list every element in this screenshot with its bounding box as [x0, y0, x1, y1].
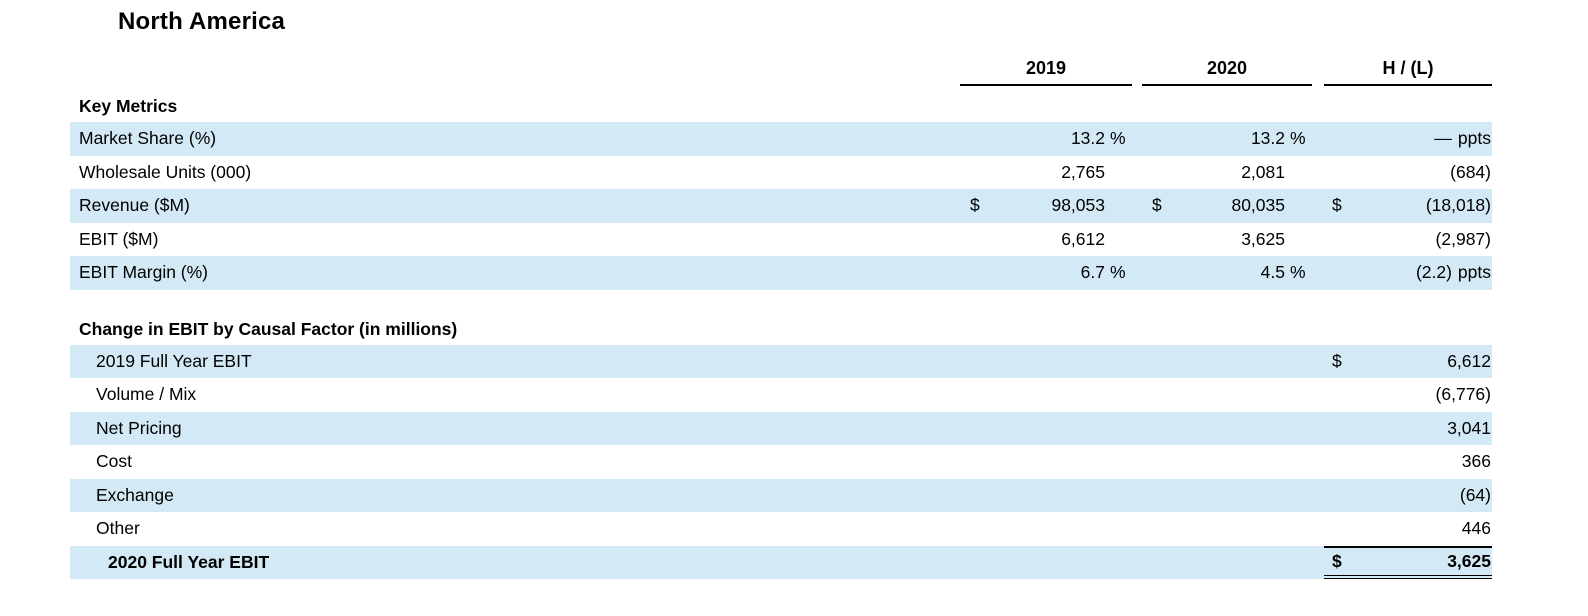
row-label: Exchange — [96, 484, 174, 505]
north-america-table: 2019 2020 H / (L) Key Metrics Market Sha… — [70, 50, 1492, 579]
cell-value: (64) — [1459, 484, 1491, 505]
cell-value: 6,612 — [1061, 228, 1105, 249]
cell-value: 4.5 — [1260, 262, 1285, 283]
row-label: EBIT ($M) — [79, 228, 159, 249]
cell-value: (6,776) — [1435, 384, 1491, 405]
cell-value: 98,053 — [1051, 195, 1105, 216]
cell-value: 366 — [1461, 451, 1491, 472]
page-title: North America — [118, 8, 286, 35]
cell-value: 80,035 — [1231, 195, 1285, 216]
row-label: Revenue ($M) — [79, 195, 190, 216]
cell-value: — — [1434, 128, 1452, 149]
row-label: Volume / Mix — [96, 384, 197, 405]
table-row-2020-full-year-ebit-total: 2020 Full Year EBIT $ 3,625 — [70, 545, 1492, 579]
cell-2020: 3,625 — [1142, 223, 1312, 257]
table-row-exchange: Exchange (64) — [70, 478, 1492, 513]
cell-2020: $ 80,035 — [1142, 189, 1312, 223]
cell-2019: 13.2 % — [960, 122, 1132, 156]
section-title-label: Change in EBIT by Causal Factor (in mill… — [79, 318, 458, 339]
table-row-market-share: Market Share (%) 13.2 % 13.2 % — ppts — [70, 122, 1492, 156]
row-label: 2019 Full Year EBIT — [96, 350, 252, 371]
cell-value: (2,987) — [1435, 228, 1491, 249]
cell-2019: 6.7 % — [960, 256, 1132, 290]
table-row-ebit-margin: EBIT Margin (%) 6.7 % 4.5 % (2.2) ppts — [70, 256, 1492, 290]
cell-h-l: — ppts — [1324, 122, 1492, 156]
cell-value: 3,041 — [1447, 417, 1491, 438]
cell-h-l: 446 — [1324, 512, 1492, 546]
cell-value: 2,081 — [1241, 161, 1285, 182]
cell-value: (18,018) — [1425, 195, 1491, 216]
cell-h-l: $ 6,612 — [1324, 345, 1492, 379]
cell-value: 3,625 — [1241, 228, 1285, 249]
cell-suffix: ppts — [1457, 262, 1491, 283]
section-title-label: Key Metrics — [79, 96, 178, 116]
table-row-volume-mix: Volume / Mix (6,776) — [70, 378, 1492, 412]
table-row-net-pricing: Net Pricing 3,041 — [70, 411, 1492, 446]
cell-2020: 13.2 % — [1142, 122, 1312, 156]
table-row-ebit: EBIT ($M) 6,612 3,625 (2,987) — [70, 223, 1492, 257]
row-label: Market Share (%) — [79, 128, 217, 149]
table-row-other: Other 446 — [70, 512, 1492, 546]
section-gap — [70, 290, 1492, 314]
table-row-cost: Cost 366 — [70, 445, 1492, 479]
cell-2020: 4.5 % — [1142, 256, 1312, 290]
cell-h-l: 366 — [1324, 445, 1492, 479]
section-title-causal-factor: Change in EBIT by Causal Factor (in mill… — [70, 314, 1492, 345]
column-header-h-l: H / (L) — [1324, 58, 1492, 86]
table-row-wholesale-units: Wholesale Units (000) 2,765 2,081 (684) — [70, 156, 1492, 190]
currency-symbol: $ — [1332, 550, 1342, 571]
cell-value: 6,612 — [1447, 350, 1491, 371]
row-label: Wholesale Units (000) — [79, 161, 252, 182]
cell-value: 3,625 — [1447, 550, 1491, 571]
cell-value: (684) — [1450, 161, 1491, 182]
cell-suffix: % — [1290, 262, 1306, 283]
cell-2019: 2,765 — [960, 156, 1132, 190]
column-header-2020: 2020 — [1142, 58, 1312, 86]
cell-h-l: 3,041 — [1324, 412, 1492, 446]
cell-h-l: (2.2) ppts — [1324, 256, 1492, 290]
cell-suffix: % — [1110, 262, 1126, 283]
section-title-key-metrics: Key Metrics — [70, 91, 1492, 122]
table-row-2019-full-year-ebit: 2019 Full Year EBIT $ 6,612 — [70, 344, 1492, 379]
currency-symbol: $ — [1332, 350, 1342, 371]
row-label: EBIT Margin (%) — [79, 262, 209, 283]
column-header-2019: 2019 — [960, 58, 1132, 86]
cell-value: 2,765 — [1061, 161, 1105, 182]
cell-2020: 2,081 — [1142, 156, 1312, 190]
cell-h-l: (2,987) — [1324, 223, 1492, 257]
cell-value: (2.2) — [1415, 262, 1452, 283]
cell-2019: 6,612 — [960, 223, 1132, 257]
table-row-revenue: Revenue ($M) $ 98,053 $ 80,035 $ (18,018… — [70, 189, 1492, 223]
row-label: Net Pricing — [96, 417, 182, 438]
cell-value: 6.7 — [1080, 262, 1105, 283]
cell-2019: $ 98,053 — [960, 189, 1132, 223]
currency-symbol: $ — [1152, 195, 1162, 216]
cell-value: 13.2 — [1250, 128, 1285, 149]
cell-value: 446 — [1461, 518, 1491, 539]
cell-suffix: % — [1290, 128, 1306, 149]
cell-h-l: $ (18,018) — [1324, 189, 1492, 223]
cell-h-l: (684) — [1324, 156, 1492, 190]
cell-h-l: (6,776) — [1324, 378, 1492, 412]
row-label: Other — [96, 518, 140, 539]
cell-value: 13.2 — [1070, 128, 1105, 149]
cell-h-l-total: $ 3,625 — [1324, 545, 1492, 579]
row-label: 2020 Full Year EBIT — [108, 551, 270, 572]
cell-suffix: % — [1110, 128, 1126, 149]
cell-suffix: ppts — [1457, 128, 1491, 149]
currency-symbol: $ — [970, 195, 980, 216]
cell-h-l: (64) — [1324, 479, 1492, 513]
column-headers: 2019 2020 H / (L) — [70, 50, 1492, 86]
row-label: Cost — [96, 451, 132, 472]
currency-symbol: $ — [1332, 195, 1342, 216]
